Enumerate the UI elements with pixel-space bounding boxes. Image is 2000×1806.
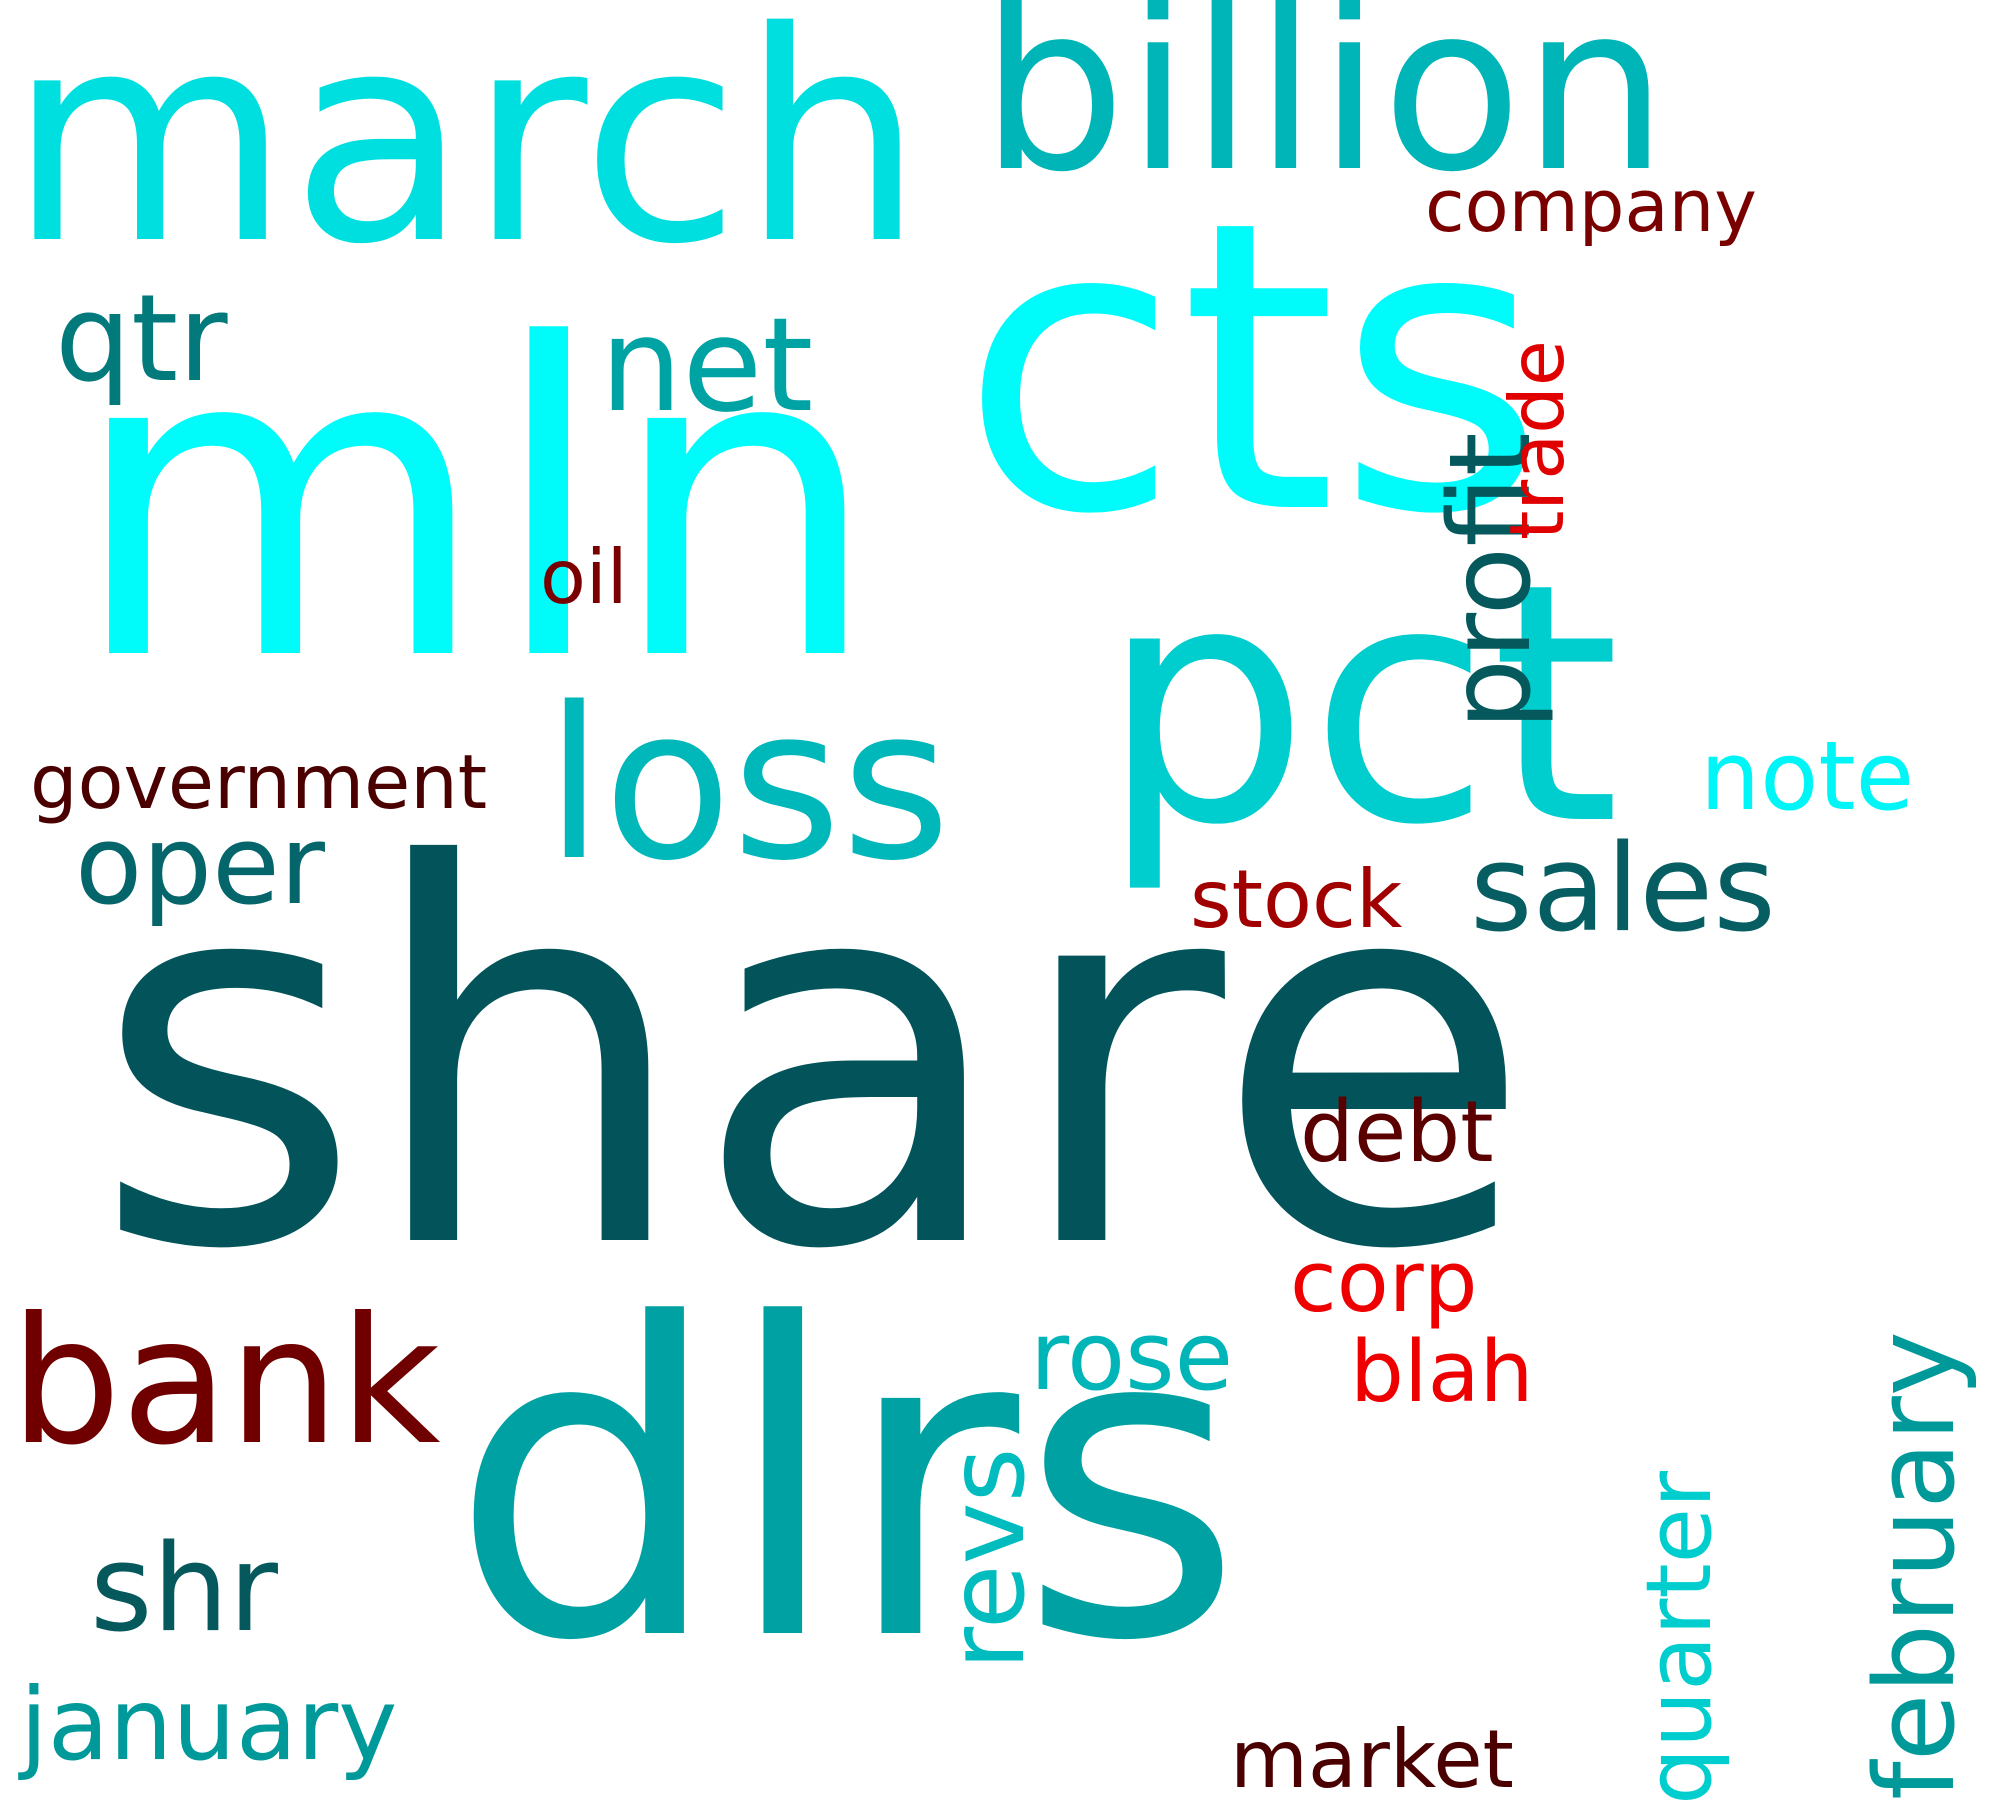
word-loss: loss <box>545 662 951 907</box>
word-qtr: qtr <box>55 270 228 409</box>
word-dlrs: dlrs <box>450 1235 1244 1735</box>
word-oil: oil <box>540 533 628 621</box>
word-sales: sales <box>1470 820 1776 959</box>
word-bank: bank <box>10 1281 441 1484</box>
word-government: government <box>30 738 488 826</box>
word-corp: corp <box>1290 1233 1478 1332</box>
word-oper: oper <box>75 801 326 929</box>
word-share: share <box>92 757 1534 1363</box>
word-cts: cts <box>960 137 1546 602</box>
word-january: january <box>20 1666 398 1783</box>
word-note: note <box>1700 722 1915 832</box>
word-company: company <box>1425 164 1757 248</box>
word-net: net <box>600 289 814 441</box>
word-billion: billion <box>980 0 1669 223</box>
word-trade: trade <box>1493 340 1581 540</box>
word-shr: shr <box>90 1520 278 1659</box>
word-debt: debt <box>1300 1083 1494 1182</box>
word-rose: rose <box>1030 1302 1234 1412</box>
word-blah: blah <box>1350 1323 1534 1422</box>
word-mln: mln <box>70 255 881 755</box>
word-february: february <box>1851 1331 1979 1800</box>
word-revs: revs <box>926 1447 1048 1670</box>
word-stock: stock <box>1190 853 1403 946</box>
word-quarter: quarter <box>1627 1471 1732 1805</box>
word-pct: pct <box>1100 513 1621 897</box>
word-march: march <box>8 0 925 308</box>
word-market: market <box>1230 1713 1514 1806</box>
